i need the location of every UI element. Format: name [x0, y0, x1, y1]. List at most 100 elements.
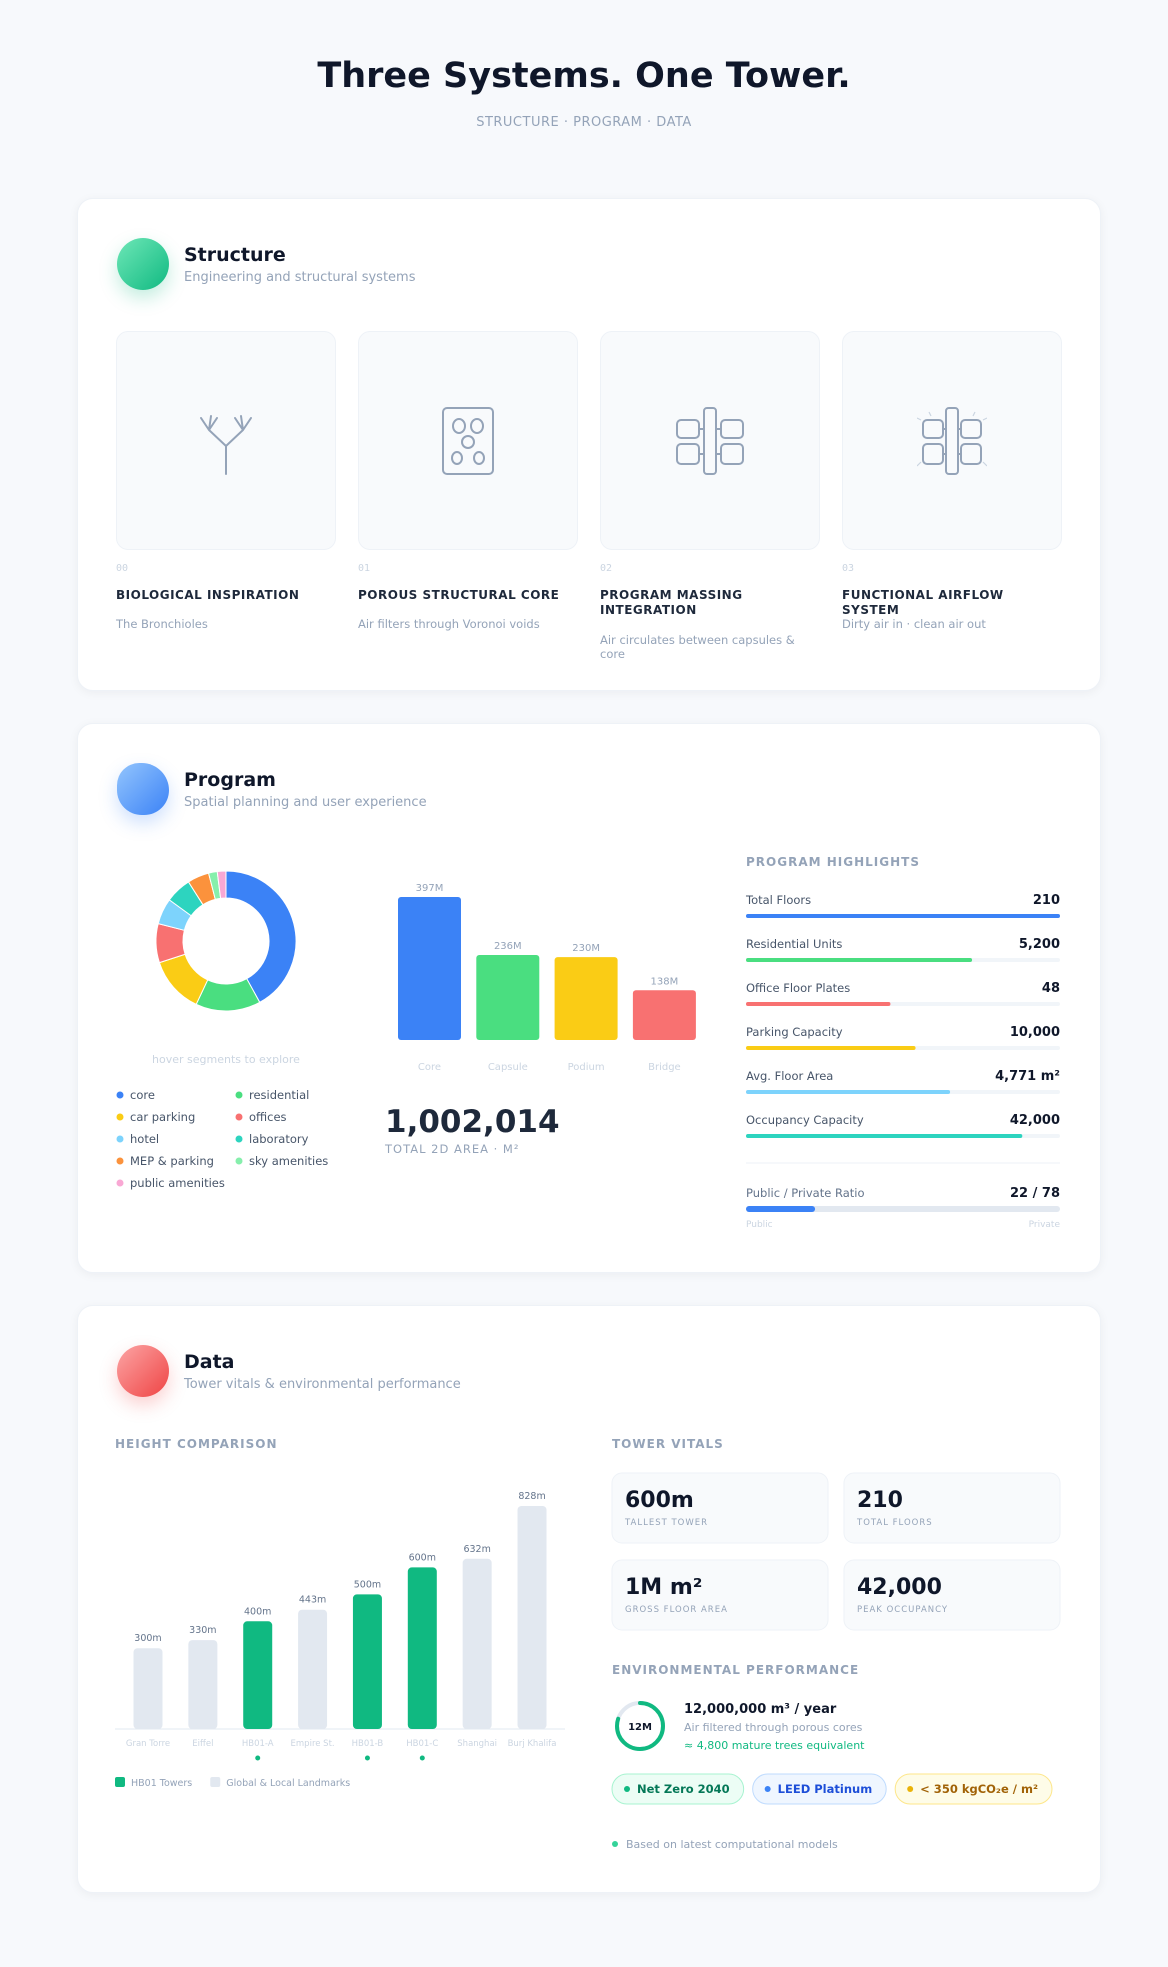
icon: [676, 407, 744, 475]
footnote-dot: [612, 1841, 618, 1847]
bar: [462, 1558, 492, 1729]
env-note: ≈ 4,800 mature trees equivalent: [684, 1739, 865, 1752]
legend-label: hotel: [130, 1132, 159, 1146]
legend-label: HB01 Towers: [131, 1778, 192, 1789]
badge-dot: [624, 1786, 630, 1792]
x-tick-label: Gran Torre: [126, 1739, 170, 1749]
section-title: Program: [184, 769, 276, 791]
legend-dot: [235, 1135, 243, 1143]
bar-value-label: 300m: [134, 1633, 161, 1644]
legend-label: offices: [249, 1110, 287, 1124]
vital-value: 210: [857, 1488, 903, 1513]
progress-bar: [746, 914, 1060, 918]
bar-value-label: 230M: [572, 943, 600, 954]
page-title: Three Systems. One Tower.: [317, 56, 851, 96]
bar: [298, 1609, 328, 1729]
legend-label: MEP & parking: [130, 1154, 214, 1168]
ratio-private: Private: [1029, 1220, 1061, 1230]
ratio-value: 22 / 78: [1010, 1186, 1060, 1201]
bar: [398, 897, 461, 1040]
highlight-label: Avg. Floor Area: [746, 1069, 833, 1083]
section-icon: [117, 1345, 169, 1397]
icon: [200, 415, 252, 475]
heading: ENVIRONMENTAL PERFORMANCE: [612, 1663, 859, 1677]
highlight-dot: [419, 1755, 425, 1761]
bar-value-label: 443m: [299, 1595, 326, 1606]
heading: PROGRAM HIGHLIGHTS: [746, 855, 920, 869]
env-description: Air filtered through porous cores: [684, 1721, 863, 1734]
x-tick-label: HB01-A: [242, 1739, 274, 1749]
vital-label: PEAK OCCUPANCY: [857, 1605, 948, 1615]
section-subtitle: Engineering and structural systems: [184, 270, 416, 285]
legend-dot: [116, 1135, 124, 1143]
donut-segment[interactable]: [216, 870, 227, 899]
badge-dot: [764, 1786, 771, 1792]
vital-value: 1M m²: [625, 1575, 702, 1600]
card-description: The Bronchioles: [116, 617, 208, 631]
vital-value: 600m: [625, 1488, 694, 1513]
env-headline: 12,000,000 m³ / year: [684, 1702, 837, 1717]
section-title: Data: [184, 1351, 235, 1373]
ring-progress: [615, 1701, 665, 1751]
bar: [407, 1567, 437, 1729]
bar: [476, 954, 540, 1040]
highlight-label: Total Floors: [745, 893, 811, 907]
bar-value-label: 500m: [354, 1579, 381, 1590]
card-number: 01: [358, 563, 371, 574]
progress-bar: [746, 1090, 951, 1094]
x-tick-label: Eiffel: [192, 1739, 213, 1749]
bar-value-label: 600m: [409, 1552, 436, 1563]
bar: [352, 1594, 382, 1729]
badge-label: < 350 kgCO₂e / m²: [920, 1782, 1038, 1796]
badge: [611, 1773, 745, 1805]
bar: [243, 1621, 273, 1729]
bar: [188, 1640, 218, 1729]
card-number: 03: [842, 563, 855, 574]
bar-value-label: 828m: [518, 1491, 545, 1502]
donut-segment[interactable]: [225, 870, 297, 1004]
x-tick-label: Shanghai: [457, 1739, 497, 1749]
heading: TOWER VITALS: [612, 1437, 724, 1451]
x-tick-label: Capsule: [488, 1062, 528, 1073]
bar: [554, 957, 618, 1040]
legend-dot: [116, 1091, 124, 1099]
highlight-value: 5,200: [1019, 937, 1060, 952]
card-title: BIOLOGICAL INSPIRATION: [116, 588, 300, 602]
page-subtitle: STRUCTURE · PROGRAM · DATA: [476, 115, 692, 130]
legend-dot: [235, 1091, 243, 1099]
card-image: [358, 331, 578, 550]
highlight-label: Office Floor Plates: [746, 981, 850, 995]
x-tick-label: Empire St.: [291, 1739, 335, 1749]
x-tick-label: Podium: [568, 1062, 605, 1073]
vital-value: 42,000: [857, 1575, 942, 1600]
highlight-dot: [255, 1755, 261, 1761]
structure-card: Structure Engineering and structural sys…: [77, 198, 1101, 691]
highlight-value: 4,771 m²: [995, 1069, 1060, 1084]
highlight-label: Parking Capacity: [746, 1025, 843, 1039]
card-title: FUNCTIONAL AIRFLOW SYSTEM: [842, 588, 1004, 617]
legend-dot: [116, 1179, 124, 1187]
card-description: Air filters through Voronoi voids: [358, 617, 540, 631]
bar-value-label: 632m: [463, 1544, 490, 1555]
card-number: 02: [600, 563, 613, 574]
section-icon: [117, 763, 169, 815]
badge: [894, 1773, 1053, 1805]
progress-bar: [746, 958, 973, 962]
legend-label: core: [130, 1088, 155, 1102]
progress-bar: [746, 1134, 1023, 1138]
vital-label: TALLEST TOWER: [624, 1518, 708, 1528]
heading: HEIGHT COMPARISON: [115, 1437, 277, 1451]
section-title: Structure: [184, 244, 286, 266]
highlight-dot: [364, 1755, 370, 1761]
icon: [442, 407, 494, 475]
highlight-label: Residential Units: [746, 937, 842, 951]
total-label: TOTAL 2D AREA · M²: [384, 1142, 519, 1156]
card-image: [116, 331, 336, 550]
ratio-track: [746, 1206, 1060, 1212]
x-tick-label: HB01-C: [406, 1739, 438, 1749]
ratio-bar: [746, 1206, 816, 1212]
bar-value-label: 236M: [494, 941, 522, 952]
legend-label: residential: [249, 1088, 309, 1102]
